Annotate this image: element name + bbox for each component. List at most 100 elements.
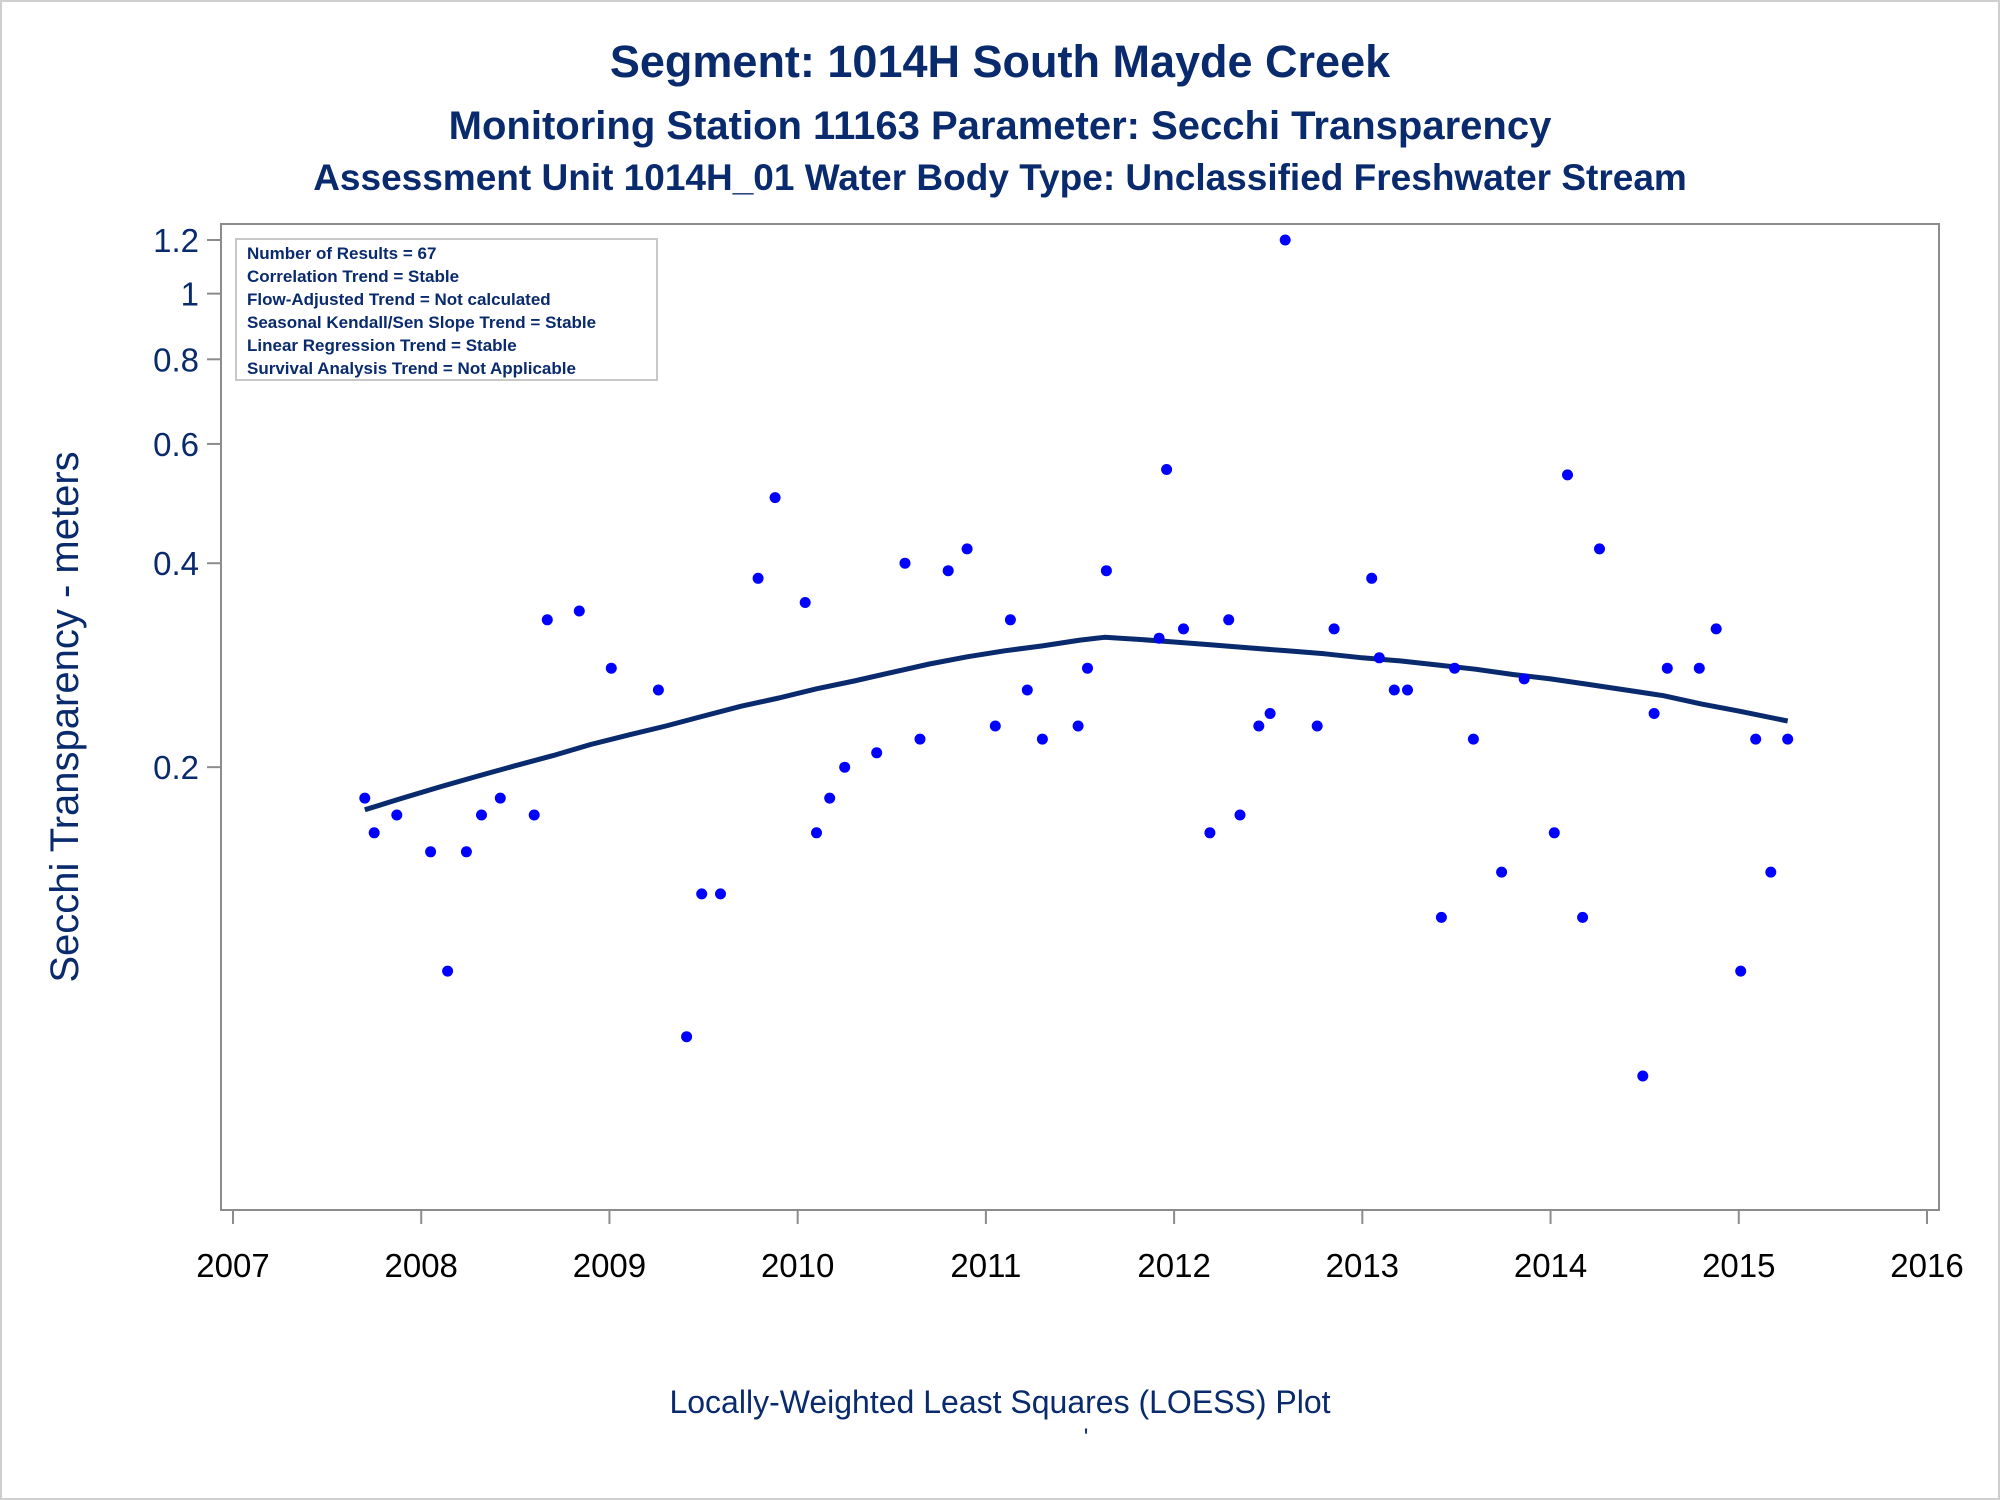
data-point: [605, 662, 617, 674]
stats-line: Flow-Adjusted Trend = Not calculated: [247, 290, 551, 309]
data-point: [1388, 684, 1400, 696]
data-point: [1373, 652, 1385, 664]
footer-mark: ': [1084, 1424, 1089, 1451]
data-point: [1253, 720, 1265, 732]
y-axis: 0.2 0.4 0.6 0.8 1 1.2: [153, 222, 221, 786]
stats-line: Linear Regression Trend = Stable: [247, 336, 517, 355]
data-point: [1082, 662, 1093, 674]
data-points-layer: [359, 234, 1794, 1082]
data-point: [839, 761, 851, 773]
x-axis: 2007 2008 2009 2010 2011 2012 2013 2014 2015 2016: [196, 1210, 1964, 1284]
data-point: [652, 684, 664, 696]
data-point: [1153, 632, 1165, 644]
chart-subtitle: Monitoring Station 11163 Parameter: Secc…: [449, 104, 1552, 148]
data-point: [1366, 572, 1378, 584]
data-point: [1765, 866, 1777, 878]
data-point: [1661, 662, 1673, 674]
stats-line: Correlation Trend = Stable: [247, 267, 459, 286]
x-tick-label: 2011: [950, 1247, 1021, 1284]
data-point: [1178, 623, 1189, 635]
data-point: [1594, 543, 1605, 555]
data-point: [1693, 662, 1705, 674]
data-point: [1161, 464, 1173, 475]
data-point: [989, 720, 1001, 732]
x-tick-label: 2009: [573, 1247, 646, 1284]
x-tick-label: 2007: [196, 1247, 269, 1284]
data-point: [1518, 673, 1530, 685]
data-point: [1562, 469, 1573, 481]
data-point: [391, 809, 403, 821]
data-point: [1435, 911, 1447, 923]
data-point: [1402, 684, 1413, 696]
x-tick-label: 2015: [1702, 1247, 1775, 1284]
x-tick-label: 2008: [385, 1247, 458, 1284]
data-point: [1467, 733, 1479, 745]
y-tick-label: 0.8: [153, 341, 199, 378]
data-point: [1223, 614, 1235, 626]
x-tick-label: 2010: [761, 1247, 834, 1284]
chart-subtitle-2: Assessment Unit 1014H_01 Water Body Type…: [313, 157, 1687, 198]
x-tick-label: 2014: [1514, 1247, 1587, 1284]
data-point: [541, 614, 553, 626]
chart-title: Segment: 1014H South Mayde Creek: [610, 36, 1391, 87]
data-point: [476, 809, 487, 821]
data-point: [1328, 623, 1340, 635]
data-point: [528, 809, 540, 821]
data-point: [681, 1031, 693, 1043]
data-point: [1036, 733, 1048, 745]
data-point: [1021, 684, 1033, 696]
chart-footer: Locally-Weighted Least Squares (LOESS) P…: [669, 1384, 1330, 1420]
data-point: [899, 557, 911, 569]
data-point: [1637, 1070, 1649, 1082]
data-point: [425, 846, 437, 858]
data-point: [460, 846, 472, 858]
data-point: [914, 733, 926, 745]
data-point: [442, 965, 454, 977]
data-point: [1100, 565, 1112, 577]
loess-line-layer: [364, 634, 1789, 813]
data-point: [696, 888, 708, 900]
data-point: [1710, 623, 1722, 635]
data-point: [1496, 866, 1508, 878]
data-point: [1204, 827, 1216, 839]
data-point: [871, 747, 883, 759]
y-axis-label: Secchi Transparency - meters: [43, 451, 87, 982]
loess-line: [364, 634, 1789, 813]
data-point: [1648, 708, 1660, 719]
data-point: [1234, 809, 1246, 821]
data-point: [1577, 911, 1589, 923]
x-tick-label: 2013: [1326, 1247, 1399, 1284]
data-point: [368, 827, 380, 839]
data-point: [1750, 733, 1762, 745]
y-tick-label: 1: [181, 276, 199, 313]
data-point: [811, 827, 822, 839]
data-point: [1264, 708, 1276, 719]
data-point: [769, 492, 781, 504]
data-point: [942, 565, 954, 577]
data-point: [824, 792, 836, 804]
data-point: [359, 792, 371, 804]
data-point: [1548, 827, 1560, 839]
y-tick-label: 0.6: [153, 426, 199, 463]
data-point: [752, 572, 764, 584]
data-point: [1072, 720, 1084, 732]
data-point: [1279, 234, 1291, 246]
data-point: [715, 888, 726, 900]
stats-line: Number of Results = 67: [247, 244, 436, 263]
data-point: [1735, 965, 1747, 977]
stats-box: Number of Results = 67 Correlation Trend…: [235, 238, 658, 381]
data-point: [573, 605, 585, 617]
stats-line: Survival Analysis Trend = Not Applicable: [247, 359, 576, 378]
data-point: [1782, 733, 1794, 745]
data-point: [1311, 720, 1323, 732]
data-point: [1449, 662, 1461, 674]
data-point: [494, 792, 506, 804]
stats-line: Seasonal Kendall/Sen Slope Trend = Stabl…: [247, 313, 596, 332]
y-tick-label: 0.2: [153, 749, 199, 786]
y-tick-label: 0.4: [153, 545, 199, 582]
stats-box-frame: [235, 238, 658, 381]
data-point: [799, 597, 811, 608]
data-point: [961, 543, 973, 555]
plot-area: [220, 223, 1940, 1211]
